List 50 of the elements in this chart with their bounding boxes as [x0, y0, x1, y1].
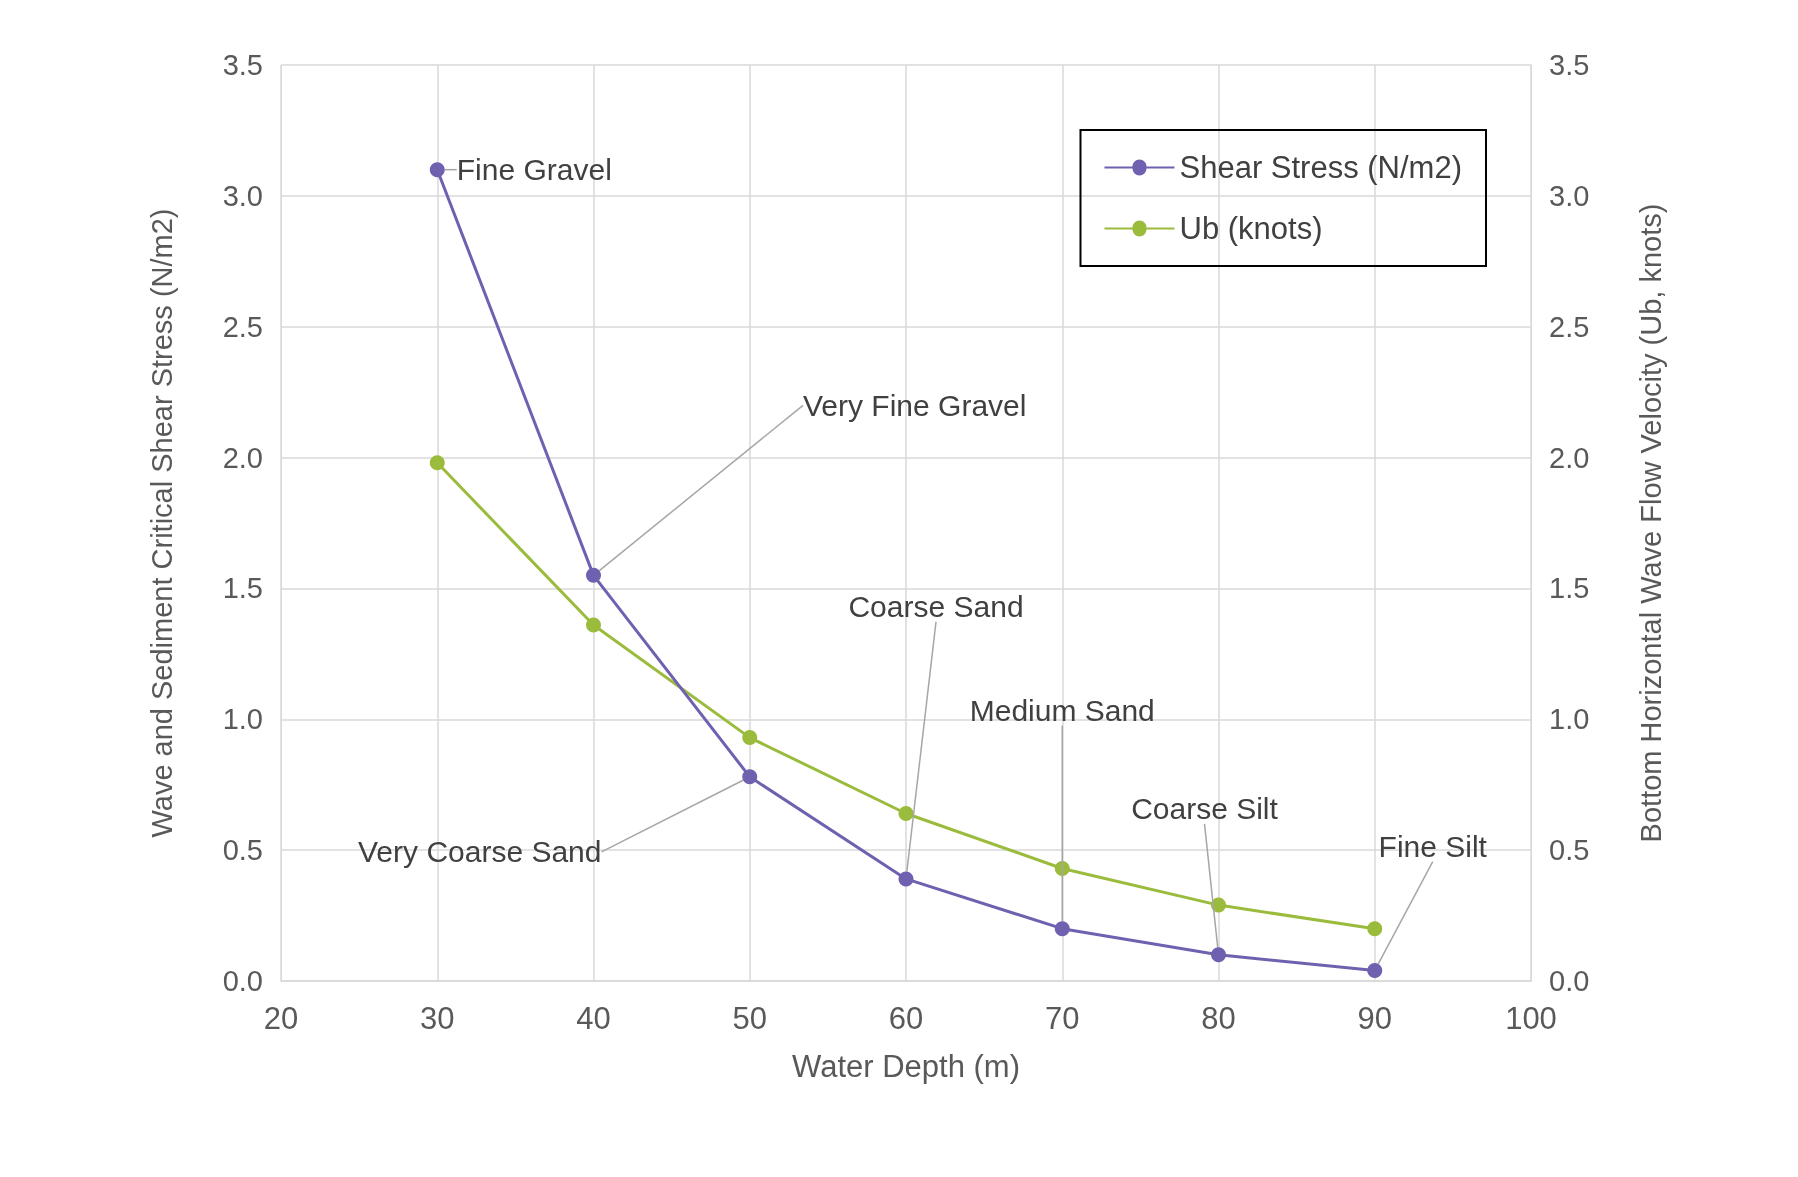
point	[1054, 921, 1070, 937]
point	[742, 730, 758, 746]
x-tick-label: 40	[576, 1001, 611, 1036]
x-tick-label: 20	[263, 1001, 299, 1036]
y2-tick-label: 2.0	[1549, 441, 1590, 474]
y-tick-label: 3.0	[222, 179, 263, 212]
x-tick-label: 90	[1357, 1001, 1392, 1036]
annotation: Very Fine Gravel	[803, 388, 1027, 422]
y2-tick-label: 0.5	[1549, 834, 1590, 867]
y-axis-title: Wave and Sediment Critical Shear Stress (N/m2)	[145, 208, 178, 838]
y2-tick-label: 3.0	[1549, 179, 1590, 212]
annotation: Coarse Sand	[848, 590, 1024, 624]
y-tick-label: 0.5	[222, 834, 263, 867]
point	[1054, 860, 1070, 876]
y2-tick-label: 3.5	[1549, 49, 1590, 81]
y2-tick-label: 1.5	[1549, 572, 1590, 605]
point	[898, 871, 914, 887]
y-tick-label: 3.5	[222, 49, 263, 81]
annotation: Fine Gravel	[456, 153, 612, 187]
point	[586, 617, 601, 633]
point	[586, 567, 601, 583]
y2-axis-title: Bottom Horizontal Wave Flow Velocity (Ub, knots)	[1634, 203, 1667, 843]
y-tick-label: 1.5	[222, 572, 263, 605]
y-tick-label: 1.0	[222, 703, 263, 736]
legend-label: Shear Stress (N/m2)	[1179, 150, 1462, 185]
y-tick-label: 0.0	[222, 965, 263, 997]
point	[1367, 963, 1383, 979]
point	[429, 162, 445, 178]
legend-label: Ub (knots)	[1179, 211, 1323, 246]
annotation: Medium Sand	[969, 694, 1155, 728]
y-tick-label: 2.5	[222, 310, 263, 343]
x-tick-label: 70	[1045, 1001, 1080, 1036]
x-tick-label: 60	[888, 1001, 924, 1036]
y2-tick-label: 0.0	[1549, 965, 1590, 997]
annotation: Fine Silt	[1378, 830, 1488, 864]
x-tick-label: 30	[420, 1001, 455, 1036]
point	[742, 769, 758, 785]
y-tick-label: 2.0	[222, 441, 263, 474]
y2-tick-label: 2.5	[1549, 310, 1590, 343]
x-tick-label: 80	[1201, 1001, 1236, 1036]
point	[1211, 947, 1226, 963]
x-tick-label: 50	[732, 1001, 767, 1036]
x-axis-title: Water Depth (m)	[792, 1049, 1020, 1084]
point	[898, 806, 914, 821]
annotation: Coarse Silt	[1131, 792, 1279, 826]
y2-tick-label: 1.0	[1549, 703, 1590, 736]
x-tick-label: 100	[1505, 1001, 1557, 1036]
point	[1367, 921, 1383, 937]
point	[429, 455, 445, 471]
annotation: Very Coarse Sand	[358, 835, 602, 869]
